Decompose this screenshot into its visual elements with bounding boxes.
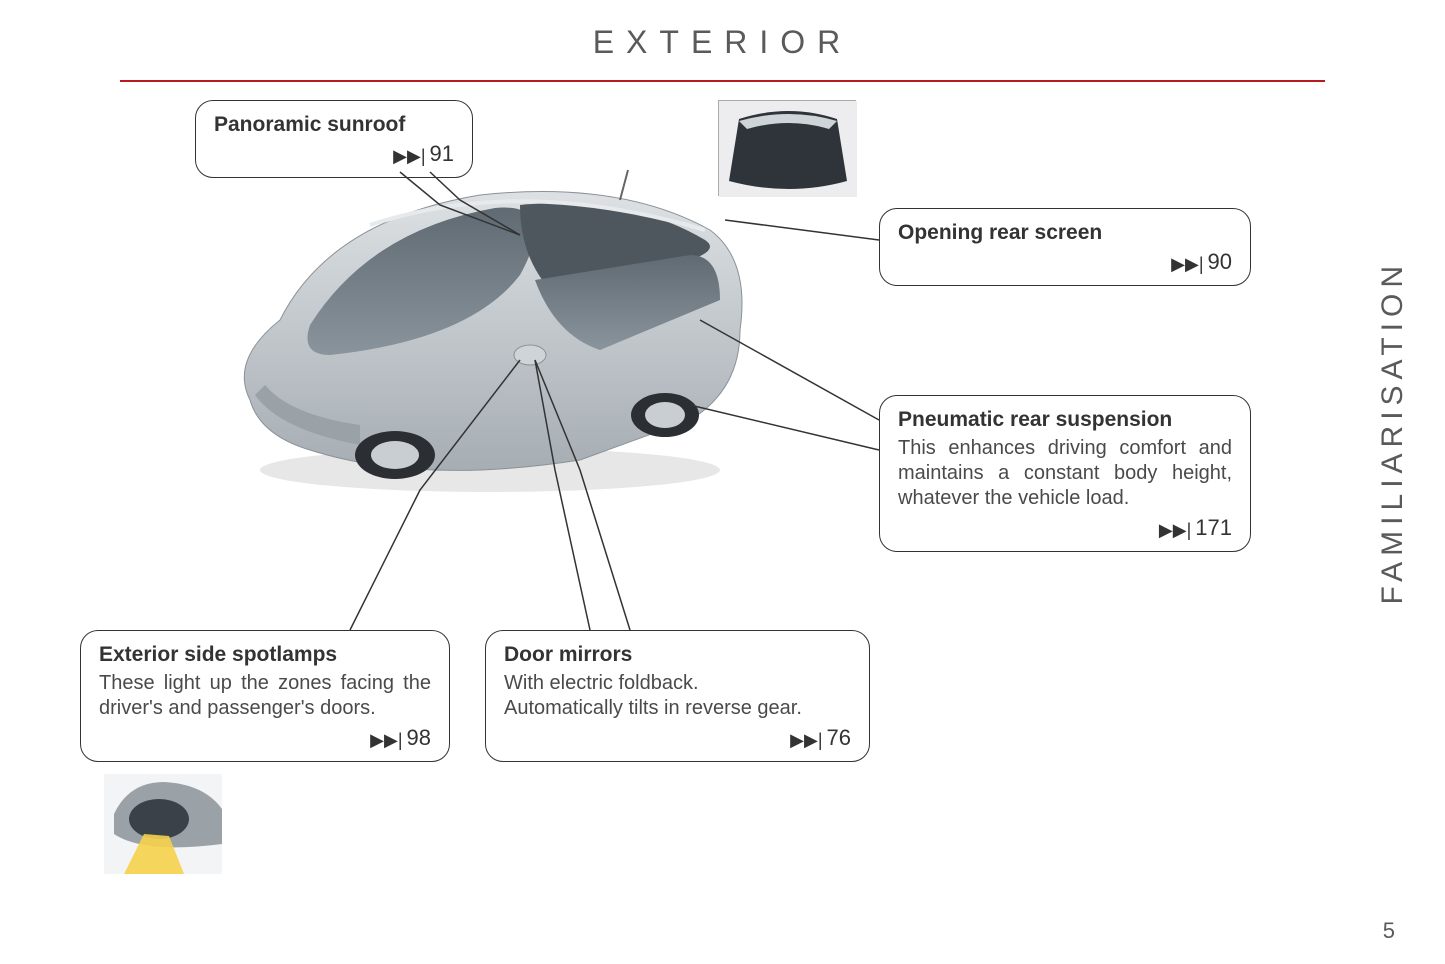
rear-window-thumb — [718, 100, 856, 196]
page-title: EXTERIOR — [0, 0, 1445, 61]
page-ref: ▶▶|76 — [504, 725, 851, 751]
page-ref: ▶▶|171 — [898, 515, 1232, 541]
callout-mirrors: Door mirrors With electric foldback. Aut… — [485, 630, 870, 762]
section-tab: FAMILIARISATION — [1376, 260, 1410, 605]
spotlamp-thumb — [104, 774, 222, 874]
callout-title: Opening rear screen — [898, 221, 1232, 245]
car-illustration — [220, 160, 760, 500]
callout-sunroof: Panoramic sunroof ▶▶|91 — [195, 100, 473, 178]
page-ref: ▶▶|98 — [99, 725, 431, 751]
goto-icon: ▶▶| — [1171, 254, 1203, 275]
callout-title: Door mirrors — [504, 643, 851, 667]
callout-title: Panoramic sunroof — [214, 113, 454, 137]
callout-title: Pneumatic rear suspension — [898, 408, 1232, 432]
callout-desc: This enhances driving comfort and mainta… — [898, 436, 1232, 511]
goto-icon: ▶▶| — [790, 730, 822, 751]
callout-desc: Automatically tilts in reverse gear. — [504, 696, 851, 721]
callout-desc: With electric foldback. — [504, 671, 851, 696]
goto-icon: ▶▶| — [370, 730, 402, 751]
callout-rear-screen: Opening rear screen ▶▶|90 — [879, 208, 1251, 286]
callout-suspension: Pneumatic rear suspension This enhances … — [879, 395, 1251, 552]
callout-title: Exterior side spotlamps — [99, 643, 431, 667]
title-rule — [120, 80, 1325, 82]
callout-desc: These light up the zones facing the driv… — [99, 671, 431, 721]
goto-icon: ▶▶| — [1159, 520, 1191, 541]
page-number: 5 — [1383, 918, 1395, 944]
page-ref: ▶▶|90 — [898, 249, 1232, 275]
page-ref: ▶▶|91 — [214, 141, 454, 167]
goto-icon: ▶▶| — [393, 146, 425, 167]
callout-spotlamps: Exterior side spotlamps These light up t… — [80, 630, 450, 762]
